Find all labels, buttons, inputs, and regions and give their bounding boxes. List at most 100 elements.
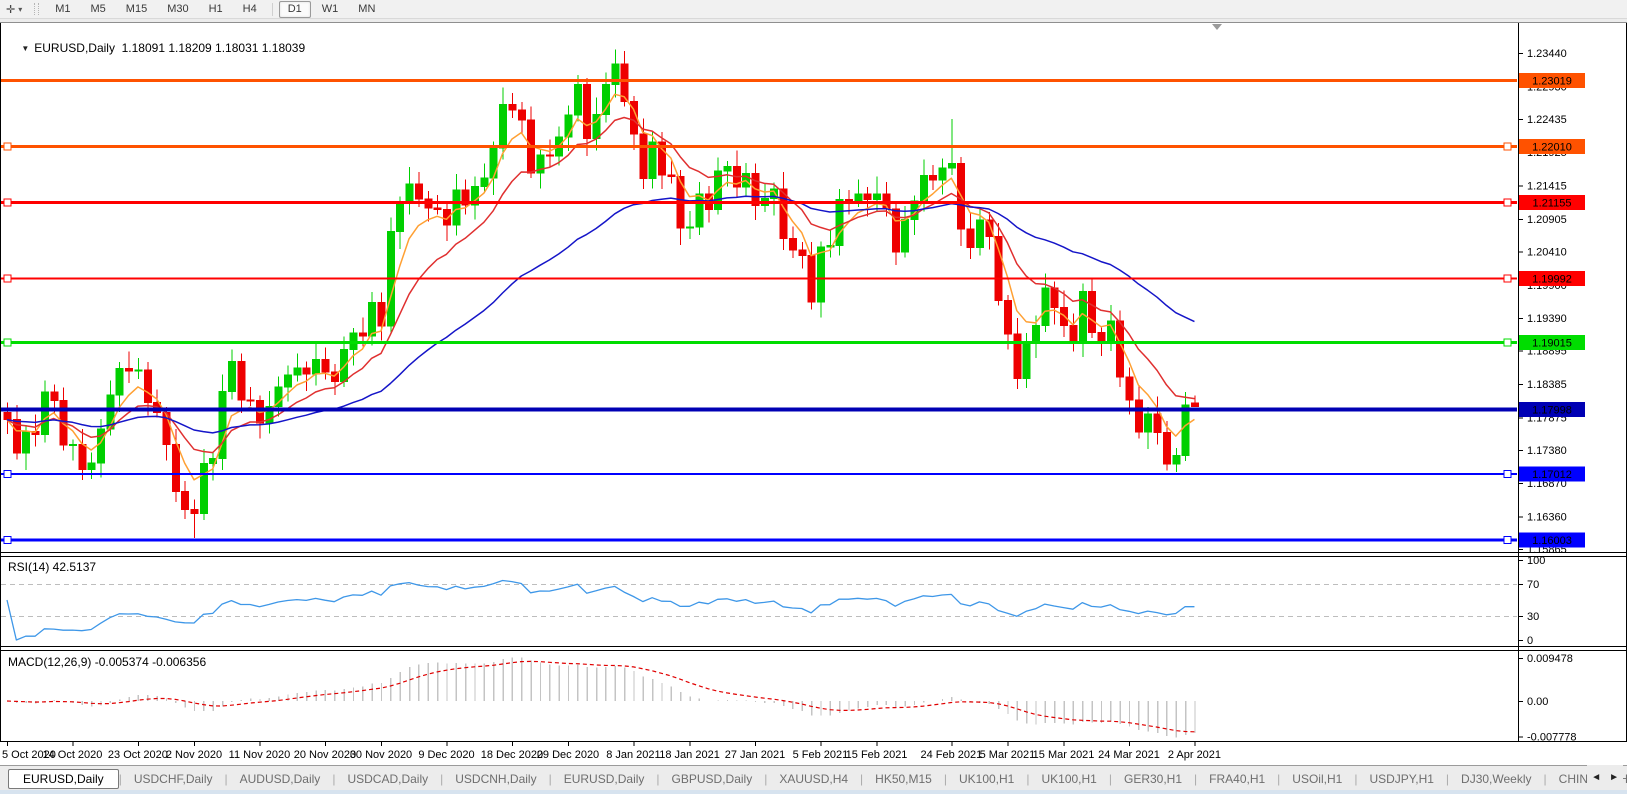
chart-tab-hk50-m15[interactable]: HK50,M15 <box>875 771 932 786</box>
candle-body <box>947 163 956 169</box>
candle-body <box>788 237 797 251</box>
toolbar-grip[interactable] <box>34 3 40 15</box>
date-tick-label: 24 Mar 2021 <box>1098 749 1160 761</box>
hline-handle[interactable] <box>1503 198 1512 207</box>
date-tick-label: 2 Apr 2021 <box>1168 749 1221 761</box>
candle-body <box>358 332 367 337</box>
hline-handle[interactable] <box>1503 142 1512 151</box>
candle-body <box>564 114 573 138</box>
date-tick-label: 24 Feb 2021 <box>920 749 982 761</box>
candle-body <box>227 360 236 392</box>
timeframe-button-h4[interactable]: H4 <box>242 2 257 15</box>
chart-tab-eurusd-daily[interactable]: EURUSD,Daily <box>8 768 119 789</box>
chart-tab-fra40-h1[interactable]: FRA40,H1 <box>1209 771 1266 786</box>
svg-text:1.20410: 1.20410 <box>1527 246 1567 258</box>
timeframe-button-mn[interactable]: MN <box>358 2 376 15</box>
chart-tab-dj30-weekly[interactable]: DJ30,Weekly <box>1461 771 1532 786</box>
timeframe-button-d1[interactable]: D1 <box>278 0 311 18</box>
chart-tab-uk100-h1[interactable]: UK100,H1 <box>1041 771 1097 786</box>
candle-body <box>985 219 994 237</box>
candle-body <box>891 208 900 253</box>
hline-handle[interactable] <box>3 535 12 544</box>
chart-tab-usdcnh-daily[interactable]: USDCNH,Daily <box>455 771 537 786</box>
chart-title-ohlc: 1.18091 1.18209 1.18031 1.18039 <box>121 41 306 55</box>
candle-body <box>40 391 49 436</box>
hline-handle[interactable] <box>3 338 12 347</box>
candle-body <box>1041 287 1050 326</box>
chart-menu-arrow-icon[interactable]: ▼ <box>21 44 30 53</box>
svg-text:1.18385: 1.18385 <box>1527 379 1567 391</box>
candle-body <box>1162 432 1171 465</box>
hline-handle[interactable] <box>1503 338 1512 347</box>
hline-price-badge-text: 1.23019 <box>1532 76 1572 88</box>
chart-tab-ger30-h1[interactable]: GER30,H1 <box>1123 771 1183 786</box>
crosshair-cursor-icon[interactable]: ✛ <box>6 3 16 16</box>
candle-body <box>1088 290 1097 334</box>
candle-body <box>312 358 321 375</box>
timeframe-button-m15[interactable]: M15 <box>125 2 148 15</box>
chart-shift-marker-icon[interactable] <box>1212 24 1222 30</box>
candle-body <box>901 218 910 253</box>
chart-title-symbol: EURUSD,Daily <box>34 41 115 55</box>
chart-tab-usdjpy-h1[interactable]: USDJPY,H1 <box>1369 771 1434 786</box>
hline-handle[interactable] <box>1503 469 1512 478</box>
tab-separator: | <box>440 771 444 786</box>
chart-tab-eurusd-daily[interactable]: EURUSD,Daily <box>563 771 645 786</box>
candle-body <box>938 167 947 181</box>
chart-tab-xauusd-h4[interactable]: XAUUSD,H4 <box>779 771 849 786</box>
hline-handle[interactable] <box>3 198 12 207</box>
candle-body <box>1144 413 1153 433</box>
svg-text:70: 70 <box>1527 579 1539 591</box>
candle-body <box>620 63 629 102</box>
hline-handle[interactable] <box>3 469 12 478</box>
timeframe-button-w1[interactable]: W1 <box>321 2 339 15</box>
svg-text:1.16360: 1.16360 <box>1527 512 1567 524</box>
candle-body <box>854 193 863 201</box>
chart-tab-usoil-h1[interactable]: USOil,H1 <box>1292 771 1343 786</box>
date-tick-label: 9 Dec 2020 <box>418 749 474 761</box>
candle-body <box>845 199 853 202</box>
candle-body <box>302 367 311 375</box>
candle-body <box>863 193 872 201</box>
chart-tab-bar: EURUSD,Daily | USDCHF,Daily | AUDUSD,Daily | U… <box>0 765 1627 791</box>
timeframe-button-m5[interactable]: M5 <box>90 2 106 15</box>
timeframe-button-m30[interactable]: M30 <box>167 2 189 15</box>
tab-separator: | <box>764 771 768 786</box>
chart-tab-audusd-daily[interactable]: AUDUSD,Daily <box>239 771 321 786</box>
candle-body <box>816 246 825 303</box>
candle-body <box>1003 299 1012 335</box>
candle-body <box>246 399 255 402</box>
candle-body <box>190 508 199 514</box>
timeframe-button-m1[interactable]: M1 <box>55 2 71 15</box>
candle-body <box>115 368 124 396</box>
hline-price-badge <box>1519 532 1585 548</box>
hline-handle[interactable] <box>3 274 12 283</box>
chart-tab-uk100-h1[interactable]: UK100,H1 <box>958 771 1015 786</box>
date-tick-label: 18 Dec 2020 <box>481 749 543 761</box>
tab-scroll-right-icon[interactable]: ► <box>1609 772 1619 783</box>
hline-handle[interactable] <box>1503 535 1512 544</box>
hline-price-badge <box>1519 271 1585 287</box>
timeframe-button-h1[interactable]: H1 <box>208 2 223 15</box>
timeframe-buttons: M1 M5 M15 M30 H1 H4 D1 W1 MN <box>45 0 385 18</box>
candle-body <box>143 369 152 404</box>
chevron-down-icon[interactable]: ▾ <box>18 4 23 14</box>
chart-tab-gbpusd-daily[interactable]: GBPUSD,Daily <box>671 771 753 786</box>
date-tick-label: 27 Jan 2021 <box>725 749 786 761</box>
hline-handle[interactable] <box>3 142 12 151</box>
rsi-indicator-label: RSI(14) 42.5137 <box>8 560 97 574</box>
tab-separator: | <box>943 771 947 786</box>
candle-body <box>517 109 526 121</box>
candle-body <box>218 390 227 459</box>
tab-scroll-left-icon[interactable]: ◄ <box>1591 772 1602 783</box>
chart-tab-usdcad-daily[interactable]: USDCAD,Daily <box>347 771 429 786</box>
date-tick-label: 15 Mar 2021 <box>1033 749 1095 761</box>
candle-body <box>975 219 984 248</box>
candle-body <box>171 444 180 493</box>
chart-tab-usdchf-daily[interactable]: USDCHF,Daily <box>133 771 213 786</box>
timeframe-toolbar: ✛ ▾ M1 M5 M15 M30 H1 H4 D1 W1 MN <box>0 0 1627 19</box>
hline-handle[interactable] <box>1503 274 1512 283</box>
date-tick-label: 15 Feb 2021 <box>846 749 908 761</box>
